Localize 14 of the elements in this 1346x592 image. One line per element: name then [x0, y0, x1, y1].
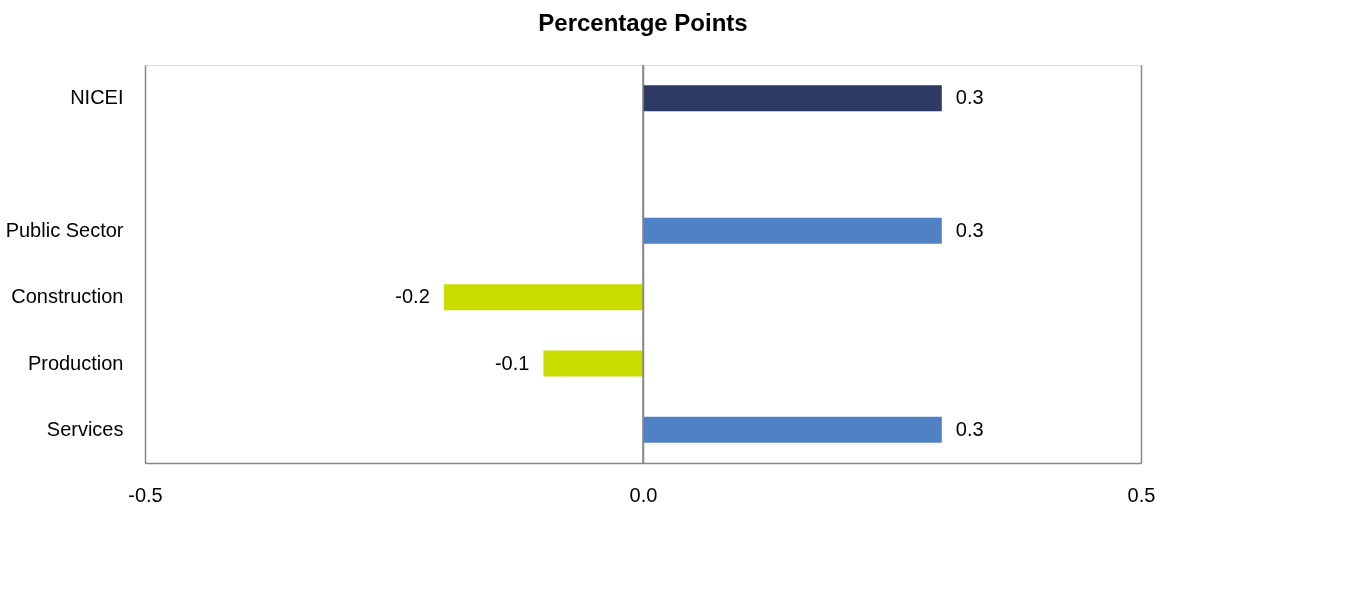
chart-title: Percentage Points	[538, 9, 748, 37]
y-tick-label: Construction	[11, 285, 124, 308]
data-label: -0.1	[494, 351, 530, 374]
x-tick-label: 0.5	[1127, 483, 1156, 506]
x-tick-label: -0.5	[128, 483, 163, 506]
data-label: 0.3	[955, 218, 984, 241]
y-tick-label: Services	[46, 417, 124, 440]
y-tick-label: Production	[27, 351, 124, 374]
data-label: -0.2	[395, 285, 430, 308]
y-tick-label: NICEI	[70, 86, 124, 109]
data-label: 0.3	[955, 417, 984, 440]
x-tick-label: 0.0	[629, 483, 658, 506]
data-label: 0.3	[955, 86, 984, 109]
y-tick-label: Public Sector	[5, 218, 124, 241]
